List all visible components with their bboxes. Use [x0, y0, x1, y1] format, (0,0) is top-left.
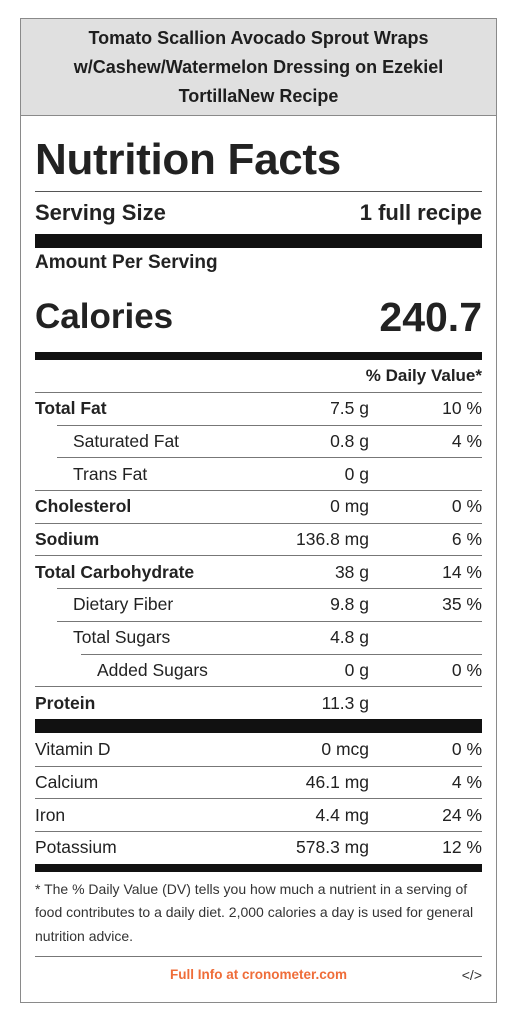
- serving-size-row: Serving Size 1 full recipe: [35, 192, 482, 234]
- vitamin-row-potassium: Potassium 578.3 mg 12 %: [35, 830, 482, 864]
- nutrient-amount: 9.8 g: [330, 594, 369, 615]
- nutrient-name: Protein: [35, 692, 96, 713]
- amount-per-serving: Amount Per Serving: [35, 252, 218, 273]
- nutrient-name: Calcium: [35, 771, 99, 792]
- nutrient-name: Iron: [35, 804, 66, 825]
- nutrient-amount: 0 mg: [330, 496, 369, 517]
- nutrient-amount: 0.8 g: [330, 431, 369, 452]
- vitamin-row-calcium: Calcium 46.1 mg 4 %: [35, 765, 482, 799]
- daily-value-footnote: * The % Daily Value (DV) tells you how m…: [35, 880, 474, 944]
- nutrient-amount: 7.5 g: [330, 398, 369, 419]
- nutrient-amount: 136.8 mg: [296, 529, 369, 550]
- nutrient-row-trans-fat: Trans Fat 0 g: [57, 457, 482, 490]
- recipe-title: Tomato Scallion Avocado Sprout Wraps w/C…: [73, 27, 444, 106]
- nutrient-dv: 14 %: [442, 561, 482, 582]
- nutrient-amount: 4.8 g: [330, 627, 369, 648]
- daily-value-header: % Daily Value*: [365, 366, 482, 385]
- nutrient-amount: 46.1 mg: [305, 771, 369, 792]
- nutrient-name: Dietary Fiber: [73, 594, 174, 615]
- nutrient-amount: 11.3 g: [321, 692, 369, 713]
- nutrient-row-sodium: Sodium 136.8 mg 6 %: [35, 522, 482, 556]
- cronometer-link[interactable]: Full Info at cronometer.com: [169, 967, 348, 983]
- nutrient-name: Cholesterol: [35, 496, 132, 517]
- nutrient-dv: 35 %: [442, 594, 482, 615]
- nutrient-row-cholesterol: Cholesterol 0 mg 0 %: [35, 490, 482, 523]
- divider: [35, 191, 482, 192]
- nutrient-dv: 24 %: [442, 804, 482, 825]
- nutrient-amount: 578.3 mg: [296, 837, 369, 858]
- nutrient-name: Total Fat: [35, 398, 107, 419]
- vitamin-row-iron: Iron 4.4 mg 24 %: [35, 798, 482, 831]
- nutrient-amount: 0 g: [344, 659, 369, 680]
- nutrition-label: Tomato Scallion Avocado Sprout Wraps w/C…: [20, 18, 497, 1003]
- nutrient-dv: 0 %: [451, 738, 482, 759]
- nutrient-dv: 10 %: [442, 398, 482, 419]
- nutrient-amount: 4.4 mg: [315, 804, 370, 825]
- nutrient-row-total-sugars: Total Sugars 4.8 g: [57, 620, 482, 654]
- nutrient-name: Potassium: [35, 837, 117, 858]
- nutrient-row-total-fat: Total Fat 7.5 g 10 %: [35, 392, 482, 425]
- nutrient-name: Added Sugars: [97, 659, 208, 680]
- label-body: Nutrition Facts Serving Size 1 full reci…: [21, 116, 496, 992]
- nutrient-amount: 0 g: [344, 463, 369, 484]
- nutrient-amount: 38 g: [334, 561, 369, 582]
- recipe-title-bar: Tomato Scallion Avocado Sprout Wraps w/C…: [21, 19, 496, 116]
- nutrient-row-dietary-fiber: Dietary Fiber 9.8 g 35 %: [57, 588, 482, 621]
- label-footer: Full Info at cronometer.com </>: [35, 956, 482, 992]
- nutrient-dv: 4 %: [451, 771, 482, 792]
- serving-size-label: Serving Size: [35, 200, 166, 225]
- thick-divider: [35, 863, 482, 872]
- nutrient-name: Sodium: [35, 529, 100, 550]
- calories-label: Calories: [35, 297, 174, 336]
- nutrient-dv: 4 %: [451, 431, 482, 452]
- nutrient-dv: 0 %: [451, 659, 482, 680]
- serving-size-value: 1 full recipe: [359, 200, 482, 225]
- calories-row: Calories 240.7: [35, 282, 482, 352]
- nutrient-row-saturated-fat: Saturated Fat 0.8 g 4 %: [57, 424, 482, 458]
- embed-code-icon[interactable]: </>: [461, 966, 482, 983]
- nutrient-name: Vitamin D: [35, 738, 111, 759]
- nutrition-facts-heading: Nutrition Facts: [35, 135, 341, 184]
- thick-divider: [35, 718, 482, 733]
- vitamin-row-vitamin-d: Vitamin D 0 mcg 0 %: [35, 733, 482, 766]
- nutrient-row-added-sugars: Added Sugars 0 g 0 %: [81, 653, 482, 687]
- nutrient-amount: 0 mcg: [321, 738, 369, 759]
- nutrient-row-total-carbohydrate: Total Carbohydrate 38 g 14 %: [35, 555, 482, 588]
- nutrient-dv: 0 %: [451, 496, 482, 517]
- nutrient-row-protein: Protein 11.3 g: [35, 686, 482, 719]
- nutrient-name: Total Sugars: [73, 627, 171, 648]
- nutrient-name: Trans Fat: [73, 463, 148, 484]
- thick-divider: [35, 234, 482, 248]
- nutrient-name: Saturated Fat: [73, 431, 180, 452]
- calories-value: 240.7: [379, 293, 482, 340]
- nutrient-dv: 6 %: [451, 529, 482, 550]
- thick-divider: [35, 352, 482, 360]
- nutrient-name: Total Carbohydrate: [35, 561, 195, 582]
- nutrient-dv: 12 %: [442, 837, 482, 858]
